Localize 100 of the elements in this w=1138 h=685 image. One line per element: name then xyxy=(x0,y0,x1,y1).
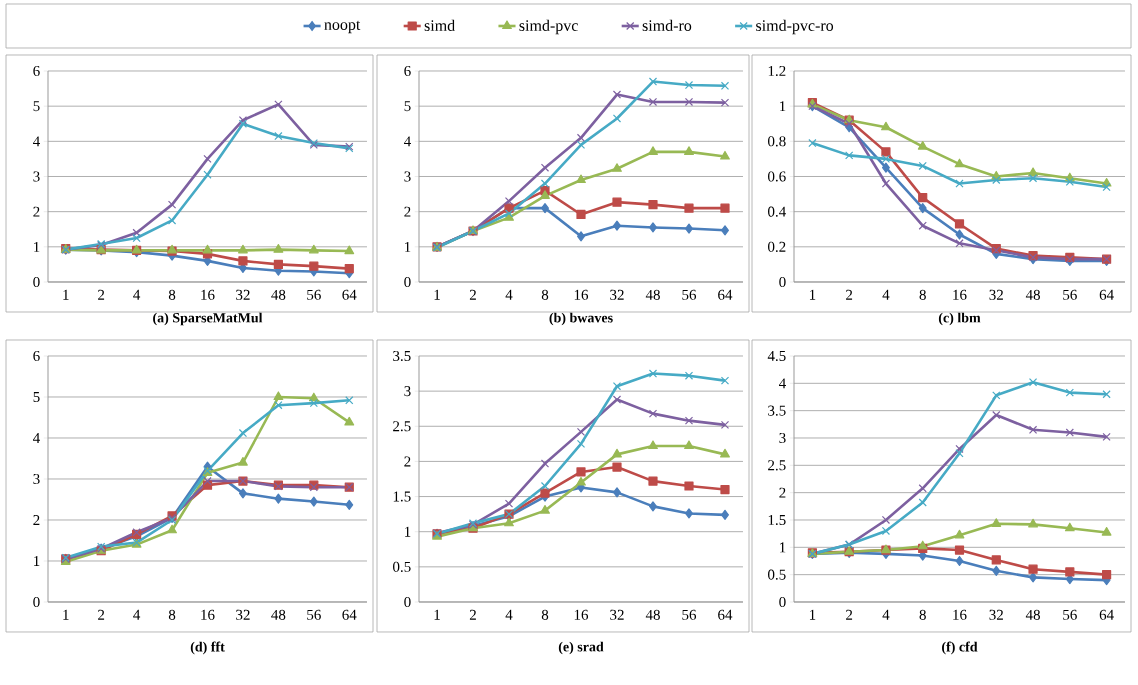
y-tick-label: 4 xyxy=(779,378,786,389)
y-tick-label: 4 xyxy=(33,433,40,443)
x-tick-label: 48 xyxy=(271,609,286,620)
x-tick-label: 32 xyxy=(610,609,624,620)
x-tick-label: 8 xyxy=(168,609,176,620)
y-tick-label: 2.5 xyxy=(768,460,786,471)
x-tick-label: 16 xyxy=(201,609,215,620)
legend-label: simd-pvc-ro xyxy=(756,19,834,35)
y-tick-label: 0.5 xyxy=(768,569,786,580)
x-tick-label: 32 xyxy=(236,609,250,620)
y-tick-label: 6 xyxy=(33,350,40,362)
x-tick-label: 64 xyxy=(1099,609,1114,620)
y-tick-label: 3 xyxy=(33,171,40,182)
x-tick-label: 56 xyxy=(1063,289,1077,300)
x-tick-label: 56 xyxy=(307,609,321,620)
x-tick-label: 64 xyxy=(718,289,733,300)
y-tick-label: 3 xyxy=(33,473,40,485)
x-tick-label: 2 xyxy=(469,289,476,300)
x-tick-label: 48 xyxy=(1025,609,1040,620)
x-tick-label: 56 xyxy=(682,289,697,300)
y-tick-label: 1 xyxy=(405,241,411,252)
x-tick-label: 48 xyxy=(645,609,660,620)
x-tick-label: 32 xyxy=(989,289,1003,300)
y-tick-label: 1 xyxy=(34,556,40,566)
y-tick-label: 0 xyxy=(404,596,411,608)
x-tick-label: 8 xyxy=(541,289,549,300)
x-tick-label: 56 xyxy=(1063,609,1077,620)
x-tick-label: 64 xyxy=(342,609,357,620)
legend-label: noopt xyxy=(324,20,361,34)
x-tick-label: 1 xyxy=(809,289,816,300)
y-tick-label: 4 xyxy=(404,136,411,147)
x-tick-label: 4 xyxy=(133,609,141,620)
text: (d) fft xyxy=(190,641,225,655)
y-tick-label: 2.5 xyxy=(393,421,411,432)
x-tick-label: 1 xyxy=(434,609,440,620)
x-tick-label: 56 xyxy=(307,289,321,300)
y-tick-label: 0 xyxy=(404,276,411,288)
x-tick-label: 64 xyxy=(718,609,733,620)
x-tick-label: 48 xyxy=(271,289,286,300)
x-tick-label: 1 xyxy=(63,289,69,300)
y-tick-label: 0.5 xyxy=(393,561,411,572)
y-tick-label: 0.2 xyxy=(768,241,786,252)
text: (c) lbm xyxy=(938,312,981,326)
y-tick-label: 1.5 xyxy=(768,514,786,526)
y-tick-label: 1 xyxy=(34,241,40,252)
x-tick-label: 48 xyxy=(645,289,660,300)
y-tick-label: 6 xyxy=(33,65,40,77)
y-tick-label: 2 xyxy=(779,487,786,498)
x-tick-label: 2 xyxy=(98,289,105,300)
y-tick-label: 5 xyxy=(33,101,40,112)
y-tick-label: 2 xyxy=(33,206,40,217)
y-tick-label: 5 xyxy=(33,392,40,402)
y-tick-label: 3.5 xyxy=(393,350,411,362)
y-tick-label: 5 xyxy=(404,101,411,112)
y-tick-label: 0 xyxy=(33,596,40,608)
x-tick-label: 8 xyxy=(541,609,549,620)
x-tick-label: 2 xyxy=(98,609,105,620)
x-tick-label: 2 xyxy=(469,609,476,620)
x-tick-label: 64 xyxy=(1099,289,1114,300)
y-tick-label: 3.5 xyxy=(768,405,786,416)
y-tick-label: 0.8 xyxy=(768,136,786,147)
x-tick-label: 2 xyxy=(846,609,853,620)
y-tick-label: 3 xyxy=(404,171,411,182)
x-tick-label: 4 xyxy=(505,289,513,300)
x-tick-label: 2 xyxy=(846,289,853,300)
y-tick-label: 0 xyxy=(779,596,786,608)
text: (b) bwaves xyxy=(549,312,613,326)
x-tick-label: 8 xyxy=(168,289,176,300)
text: (a) SparseMatMul xyxy=(153,312,263,326)
y-tick-label: 0.4 xyxy=(768,206,786,217)
x-tick-label: 4 xyxy=(882,609,890,620)
x-tick-label: 64 xyxy=(342,289,357,300)
x-tick-label: 1 xyxy=(63,609,69,620)
x-tick-label: 1 xyxy=(434,289,440,300)
x-tick-label: 1 xyxy=(809,609,816,620)
y-tick-label: 1 xyxy=(405,526,411,537)
y-tick-label: 2 xyxy=(33,515,40,525)
x-tick-label: 8 xyxy=(919,289,926,300)
text: (e) srad xyxy=(558,641,604,655)
x-tick-label: 48 xyxy=(1025,289,1040,300)
x-tick-label: 56 xyxy=(682,609,697,620)
y-tick-label: 4 xyxy=(33,136,40,147)
y-tick-label: 4.5 xyxy=(767,350,786,362)
x-tick-label: 16 xyxy=(574,609,589,620)
y-tick-label: 3 xyxy=(779,432,786,444)
x-tick-label: 32 xyxy=(610,289,624,300)
y-tick-label: 3 xyxy=(404,386,411,397)
x-tick-label: 4 xyxy=(882,289,890,300)
legend-label: simd xyxy=(424,19,455,31)
legend-label: simd-pvc xyxy=(519,19,578,35)
x-tick-label: 16 xyxy=(574,289,589,300)
y-tick-label: 1 xyxy=(780,101,786,112)
y-tick-label: 0 xyxy=(33,276,40,288)
x-tick-label: 16 xyxy=(953,609,967,620)
y-tick-label: 1.5 xyxy=(393,491,411,502)
x-tick-label: 4 xyxy=(505,609,513,620)
y-tick-label: 6 xyxy=(404,65,411,77)
x-tick-label: 4 xyxy=(133,289,141,300)
x-tick-label: 32 xyxy=(236,289,250,300)
y-tick-label: 1 xyxy=(780,542,786,553)
